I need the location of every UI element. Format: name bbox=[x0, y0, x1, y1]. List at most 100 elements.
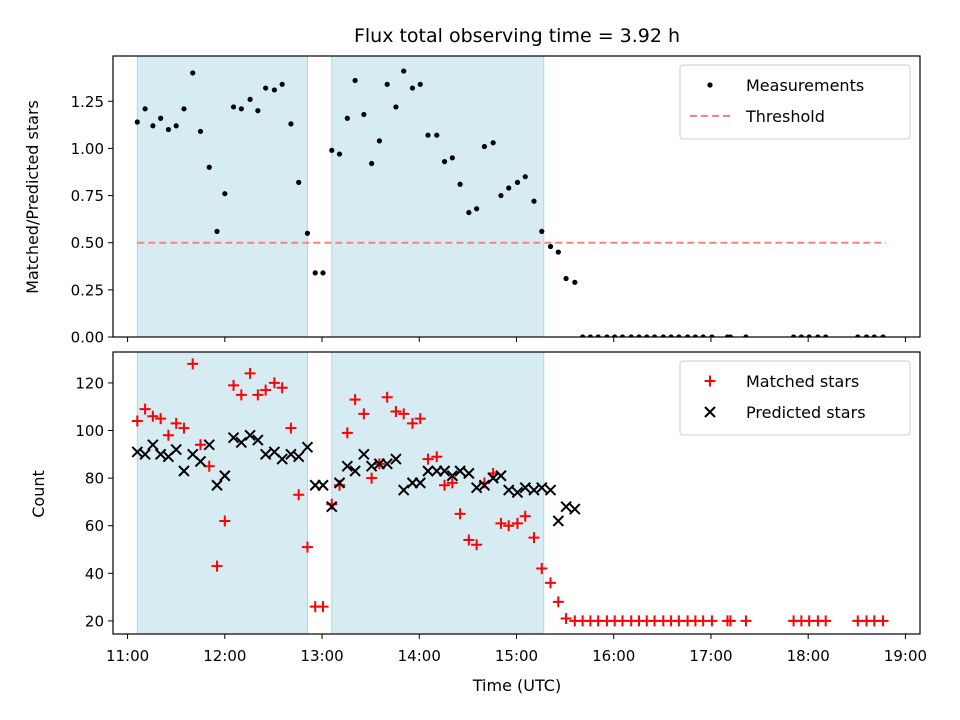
predicted-star-point bbox=[454, 465, 466, 477]
x-tick-label: 16:00 bbox=[592, 647, 635, 665]
predicted-star-point bbox=[487, 472, 499, 484]
matched-star-point bbox=[293, 489, 305, 501]
predicted-star-point bbox=[178, 465, 190, 477]
measurement-point bbox=[572, 279, 578, 285]
measurement-point bbox=[880, 334, 886, 337]
measurement-point bbox=[798, 334, 804, 337]
predicted-star-point bbox=[170, 443, 182, 456]
x-tick-label: 17:00 bbox=[689, 647, 732, 665]
matched-star-point bbox=[536, 563, 548, 575]
matched-star-point bbox=[560, 613, 572, 625]
matched-star-point bbox=[170, 417, 182, 429]
measurement-point bbox=[352, 77, 358, 84]
y-tick-label: 0.50 bbox=[71, 234, 104, 252]
matched-star-point bbox=[439, 479, 451, 491]
measurement-point bbox=[401, 68, 407, 74]
y-tick-label: 0.75 bbox=[71, 187, 104, 205]
matched-star-point bbox=[131, 415, 143, 427]
measurement-point bbox=[263, 85, 269, 91]
measurement-point bbox=[863, 334, 870, 337]
measurement-point bbox=[823, 334, 829, 337]
predicted-star-point bbox=[414, 477, 426, 489]
measurement-point bbox=[206, 164, 212, 170]
predicted-star-point bbox=[252, 434, 264, 446]
measurement-point bbox=[676, 334, 682, 337]
bottom-y-axis-label: Count bbox=[29, 470, 48, 518]
matched-star-point bbox=[552, 596, 564, 608]
measurement-point bbox=[425, 132, 431, 138]
x-tick-label: 15:00 bbox=[495, 647, 538, 665]
measurement-point bbox=[587, 334, 593, 337]
predicted-star-point bbox=[211, 479, 223, 491]
predicted-star-point bbox=[203, 439, 215, 451]
matched-star-point bbox=[139, 403, 151, 415]
matched-star-point bbox=[349, 394, 361, 406]
predicted-star-point bbox=[528, 484, 540, 496]
y-tick-label: 80 bbox=[85, 470, 104, 488]
legend: Matched stars Predicted stars bbox=[679, 360, 911, 436]
predicted-star-point bbox=[131, 446, 144, 458]
y-tick-label: 100 bbox=[75, 422, 104, 440]
predicted-star-point bbox=[463, 467, 475, 480]
matched-star-point bbox=[431, 451, 443, 463]
matched-star-point bbox=[260, 384, 272, 396]
predicted-star-point bbox=[341, 460, 354, 472]
matched-star-point bbox=[317, 601, 329, 613]
measurement-point bbox=[727, 334, 734, 337]
measurement-point bbox=[700, 334, 706, 337]
matched-star-point bbox=[147, 410, 159, 422]
matched-star-point bbox=[219, 515, 231, 527]
measurement-point bbox=[134, 119, 140, 125]
matched-star-point bbox=[235, 389, 247, 401]
matched-star-point bbox=[381, 391, 393, 403]
matched-star-point bbox=[511, 517, 523, 529]
predicted-star-point bbox=[478, 479, 491, 491]
x-axis-label: Time (UTC) bbox=[472, 676, 561, 695]
measurement-point bbox=[506, 185, 512, 191]
measurement-point bbox=[197, 128, 204, 135]
predicted-star-point bbox=[519, 481, 531, 494]
predicted-star-point bbox=[147, 439, 159, 451]
predicted-star-point bbox=[333, 477, 346, 489]
measurement-point bbox=[563, 275, 569, 282]
measurement-point bbox=[871, 334, 877, 337]
predicted-star-point bbox=[536, 481, 548, 494]
measurement-point bbox=[815, 334, 821, 337]
measurement-point bbox=[369, 160, 375, 167]
measurement-point bbox=[222, 191, 228, 197]
legend-marker-matched bbox=[704, 375, 716, 387]
x-tick-label: 18:00 bbox=[787, 647, 830, 665]
predicted-star-point bbox=[446, 470, 459, 482]
y-tick-label: 1.00 bbox=[71, 140, 104, 158]
matched-star-point bbox=[463, 534, 475, 546]
measurement-point bbox=[247, 96, 253, 102]
measurement-point bbox=[692, 334, 699, 337]
predicted-star-point bbox=[381, 458, 393, 470]
measurement-point bbox=[238, 106, 244, 112]
matched-star-point bbox=[366, 472, 378, 484]
measurement-point bbox=[255, 108, 261, 114]
measurement-point bbox=[709, 334, 715, 337]
predicted-star-point bbox=[358, 448, 370, 461]
y-tick-label: 1.25 bbox=[71, 93, 104, 111]
matched-star-point bbox=[178, 422, 190, 434]
matched-star-point bbox=[155, 413, 167, 425]
predicted-star-point bbox=[317, 479, 329, 491]
predicted-star-point bbox=[227, 431, 240, 444]
predicted-star-point bbox=[365, 460, 378, 472]
measurement-point bbox=[619, 334, 626, 337]
measurement-point bbox=[636, 334, 642, 337]
measurement-point bbox=[304, 230, 311, 236]
measurement-point bbox=[595, 334, 601, 337]
ratio-panel: 0.00 0.25 0.50 0.75 1.00 1.25 Measurements Thre… bbox=[71, 55, 921, 347]
predicted-star-point bbox=[569, 503, 581, 515]
measurement-point bbox=[150, 123, 156, 129]
legend: Measurements Threshold bbox=[679, 64, 911, 140]
matched-star-point bbox=[446, 477, 458, 489]
plot-area bbox=[134, 56, 886, 337]
measurement-point bbox=[457, 181, 463, 187]
measurement-point bbox=[481, 143, 488, 150]
matched-star-point bbox=[495, 517, 507, 529]
matched-star-point bbox=[724, 615, 736, 627]
measurement-point bbox=[539, 228, 545, 234]
